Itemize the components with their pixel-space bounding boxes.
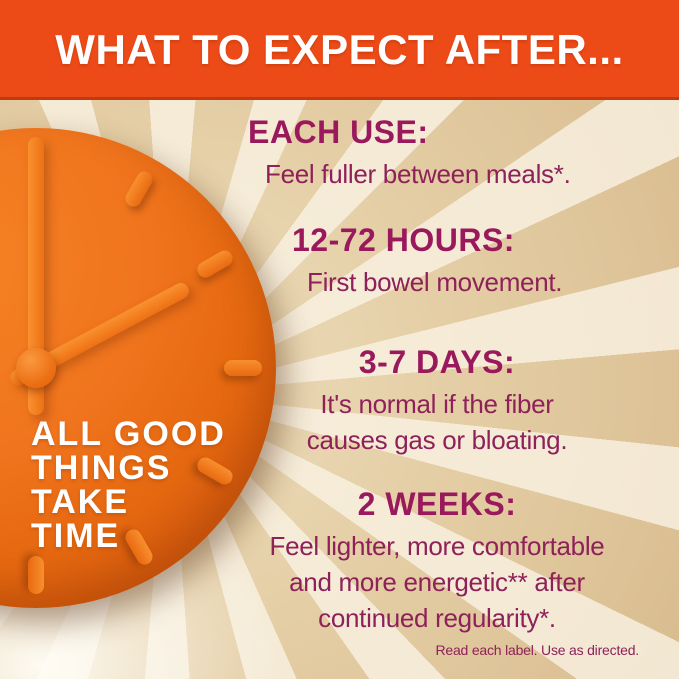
section-heading: EACH USE: bbox=[248, 114, 429, 150]
disclaimer-text: Read each label. Use as directed. bbox=[435, 642, 639, 658]
section-heading: 3-7 DAYS: bbox=[358, 344, 516, 380]
header-banner: WHAT TO EXPECT AFTER... bbox=[0, 0, 679, 100]
section-body-line: Feel lighter, more comfortable bbox=[269, 531, 605, 561]
timeline-section-12-72-hours: 12-72 HOURS: First bowel movement. bbox=[292, 222, 563, 300]
header-title: WHAT TO EXPECT AFTER... bbox=[55, 25, 624, 73]
clock-center-hub-icon bbox=[16, 348, 56, 388]
timeline-section-3-7-days: 3-7 DAYS: It's normal if the fiber cause… bbox=[292, 344, 582, 458]
timeline-section-2-weeks: 2 WEEKS: Feel lighter, more comfortable … bbox=[252, 486, 622, 636]
clock-tick-3-icon bbox=[224, 360, 262, 376]
clock-minute-hand-icon bbox=[28, 137, 44, 415]
section-body-line: causes gas or bloating. bbox=[306, 425, 568, 455]
timeline-section-each-use: EACH USE: Feel fuller between meals*. bbox=[248, 114, 571, 192]
clock-tick-6-icon bbox=[28, 556, 44, 594]
section-heading: 12-72 HOURS: bbox=[292, 222, 515, 258]
section-heading: 2 WEEKS: bbox=[357, 486, 517, 522]
clock-caption: ALL GOOD THINGS TAKE TIME bbox=[31, 417, 226, 553]
clock-tick-1-icon bbox=[122, 168, 156, 210]
caption-line: TAKE bbox=[31, 483, 130, 521]
section-body-line: Feel fuller between meals*. bbox=[265, 159, 571, 189]
section-body-line: and more energetic** after bbox=[289, 567, 585, 597]
section-body-line: First bowel movement. bbox=[307, 267, 563, 297]
section-body-line: It's normal if the fiber bbox=[320, 389, 554, 419]
caption-line: THINGS bbox=[31, 449, 172, 487]
caption-line: ALL GOOD bbox=[31, 415, 226, 453]
caption-line: TIME bbox=[31, 517, 121, 555]
section-body-line: continued regularity*. bbox=[318, 603, 556, 633]
clock-tick-2-icon bbox=[194, 247, 236, 281]
